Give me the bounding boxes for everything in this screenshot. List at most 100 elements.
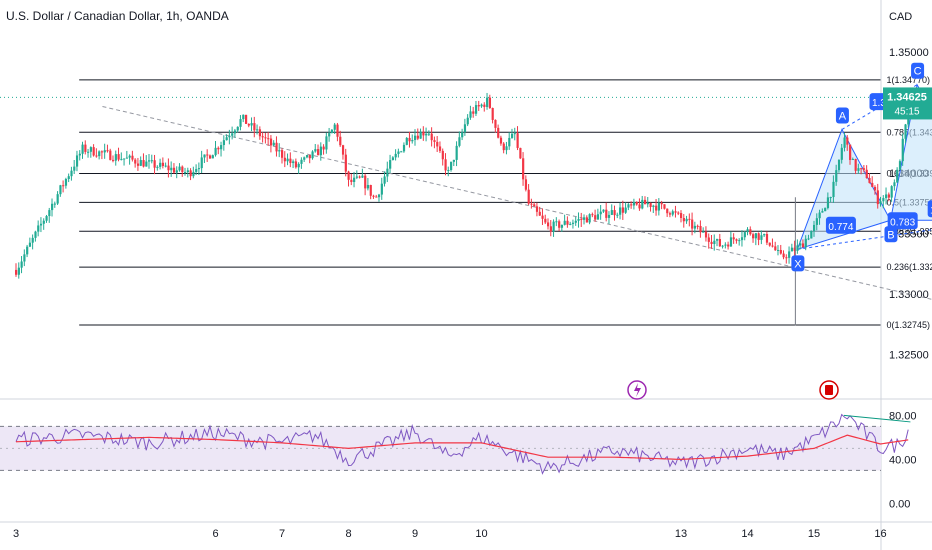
candle-body: [552, 221, 555, 232]
candle-body: [740, 237, 744, 241]
candle-body: [729, 237, 733, 247]
candle-body: [317, 149, 320, 156]
candle-body: [535, 206, 539, 212]
x-tick-label: 15: [808, 528, 820, 540]
candle-body: [341, 145, 345, 155]
candle-body: [156, 166, 159, 168]
candle-body: [655, 205, 658, 211]
candle-body: [203, 154, 206, 158]
divergence-line: [843, 414, 911, 423]
candle-body: [502, 143, 505, 151]
candle-body: [646, 202, 649, 205]
candle-body: [904, 124, 907, 139]
candle-body: [325, 136, 328, 150]
candle-body: [208, 155, 212, 159]
candle-body: [311, 151, 314, 159]
candle-body: [696, 225, 699, 227]
candle-body: [865, 169, 868, 178]
candle-body: [577, 218, 580, 221]
pattern-point-badge: [911, 62, 925, 79]
candle-body: [344, 154, 347, 172]
candle-body: [851, 159, 854, 161]
candle-body: [67, 176, 70, 179]
candle-body: [181, 166, 184, 173]
candle-body: [896, 169, 899, 183]
candle-body: [297, 163, 300, 168]
candle-body: [549, 226, 552, 232]
candle-body: [353, 177, 356, 183]
candle-body: [170, 167, 173, 171]
candle-body: [167, 165, 170, 171]
candle-body: [771, 245, 774, 247]
rsi-line: [15, 413, 909, 475]
candle-body: [211, 155, 214, 159]
candle-body: [721, 245, 724, 247]
candle-body: [114, 154, 117, 161]
candle-body: [142, 160, 145, 167]
candle-body: [663, 204, 666, 209]
fib-level-label: 0.236(1.33223): [887, 262, 932, 272]
candle-body: [139, 160, 142, 166]
candle-body: [538, 211, 541, 216]
x-tick-label: 9: [412, 528, 418, 540]
candle-body: [233, 130, 237, 134]
candle-body: [524, 179, 528, 190]
candle-body: [643, 199, 647, 205]
candle-body: [186, 170, 189, 172]
candle-body: [111, 159, 115, 161]
candle-body: [727, 244, 730, 247]
candle-body: [793, 247, 796, 251]
candle-body: [668, 213, 672, 215]
candle-body: [649, 202, 652, 207]
candle-body: [699, 225, 702, 233]
candle-body: [175, 170, 178, 173]
candle-body: [264, 137, 267, 139]
candle-body: [267, 138, 270, 140]
rsi-tick-label: 40.00: [889, 454, 917, 466]
candle-body: [23, 254, 26, 262]
candle-body: [34, 231, 37, 238]
candle-body: [469, 111, 472, 118]
candle-body: [580, 218, 583, 220]
y-tick-label: 1.35000: [889, 47, 929, 59]
candle-body: [566, 220, 569, 225]
candle-body: [419, 131, 422, 139]
candle-body: [319, 146, 322, 156]
candle-body: [294, 161, 298, 168]
candle-body: [832, 181, 835, 198]
pattern-point-label: B: [887, 229, 894, 241]
candle-body: [837, 159, 841, 171]
candle-body: [322, 146, 325, 150]
candle-body: [444, 159, 447, 171]
candle-body: [510, 133, 514, 138]
candle-body: [272, 142, 275, 146]
canada-flag-icon: [825, 385, 833, 395]
candle-body: [258, 129, 262, 137]
candle-body: [300, 159, 303, 164]
candle-body: [377, 194, 381, 198]
candle-body: [898, 161, 902, 170]
candle-body: [236, 126, 239, 131]
candle-body: [15, 269, 18, 275]
candle-body: [879, 201, 882, 205]
candle-body: [491, 107, 494, 120]
candle-body: [98, 151, 101, 157]
candle-body: [605, 209, 608, 218]
candle-body: [826, 197, 830, 209]
pattern-point-badge: [791, 255, 805, 272]
candle-body: [835, 170, 838, 182]
last-price-value: 1.34625: [887, 91, 927, 103]
candle-body: [128, 155, 131, 158]
candle-body: [474, 105, 478, 114]
candle-body: [56, 194, 59, 204]
candle-body: [447, 170, 450, 172]
candle-body: [125, 157, 129, 159]
candle-body: [704, 231, 708, 238]
candle-body: [305, 155, 309, 158]
candle-body: [810, 231, 813, 239]
candle-body: [391, 157, 395, 161]
candle-body: [328, 133, 331, 137]
candle-body: [494, 119, 497, 128]
last-price-tag: [883, 87, 932, 120]
